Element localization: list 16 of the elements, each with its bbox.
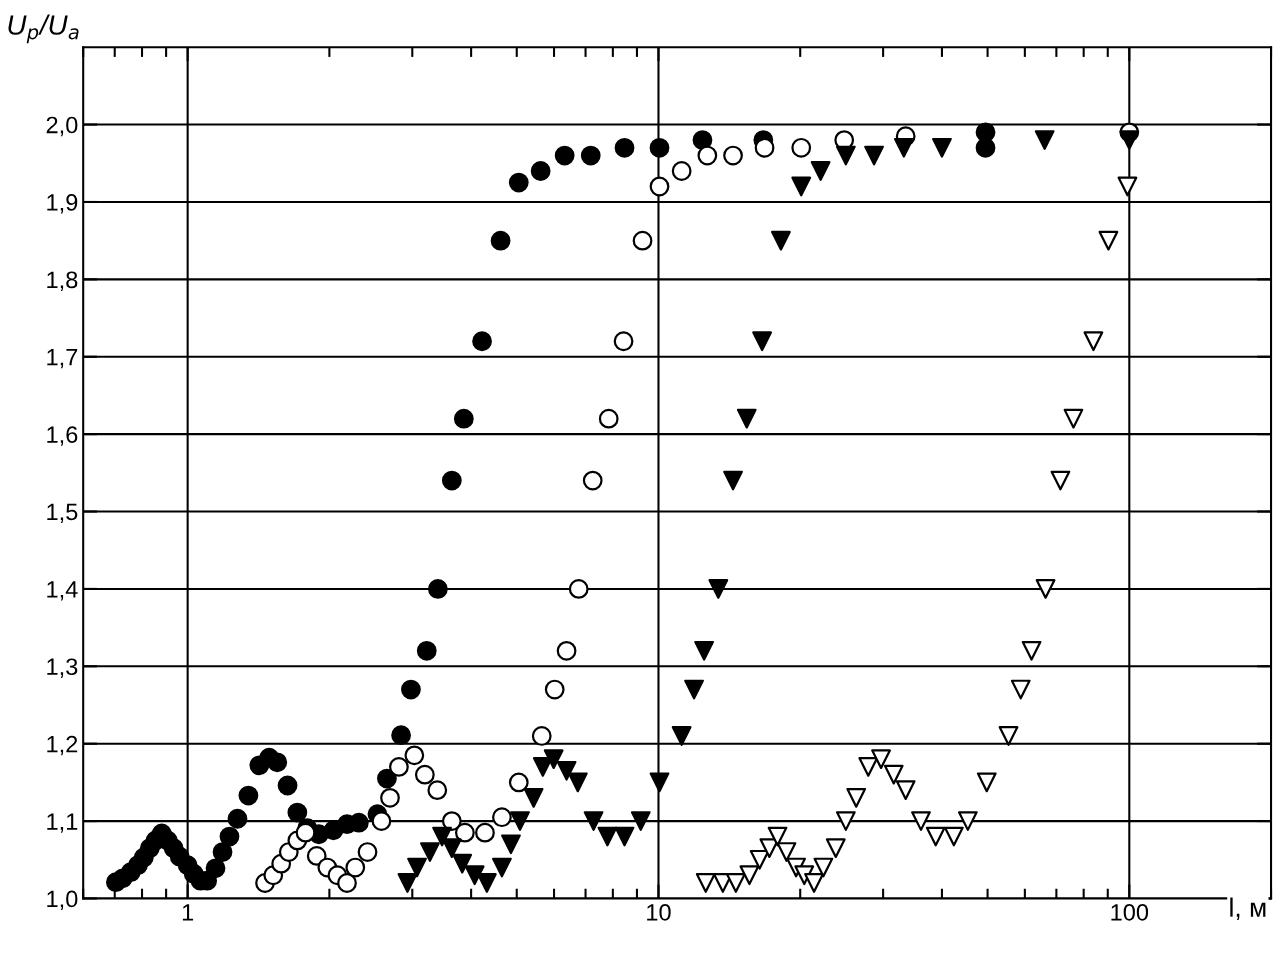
y-tick-label: 1,0 xyxy=(47,890,78,911)
y-tick-label: 1,2 xyxy=(47,735,78,756)
y-tick-label: 1,4 xyxy=(47,581,78,601)
y-tick-label: 1,9 xyxy=(47,194,78,214)
y-tick-label: 2,0 xyxy=(46,116,78,137)
y-axis-title: U$_{p}$/U$_{a}$ xyxy=(8,14,79,44)
x-tick-label: 100 xyxy=(1111,903,1149,921)
x-tick-label: 10 xyxy=(647,903,671,921)
x-axis-title: l, м xyxy=(1230,897,1266,921)
y-tick-label: 1,1 xyxy=(47,813,78,833)
y-tick-label: 1,6 xyxy=(47,426,78,446)
x-tick-label: 1 xyxy=(182,904,194,921)
y-tick-label: 1,8 xyxy=(47,271,78,291)
y-tick-label: 1,3 xyxy=(47,658,78,678)
y-tick-label: 1,7 xyxy=(47,349,78,369)
y-tick-label: 1,5 xyxy=(47,503,78,524)
